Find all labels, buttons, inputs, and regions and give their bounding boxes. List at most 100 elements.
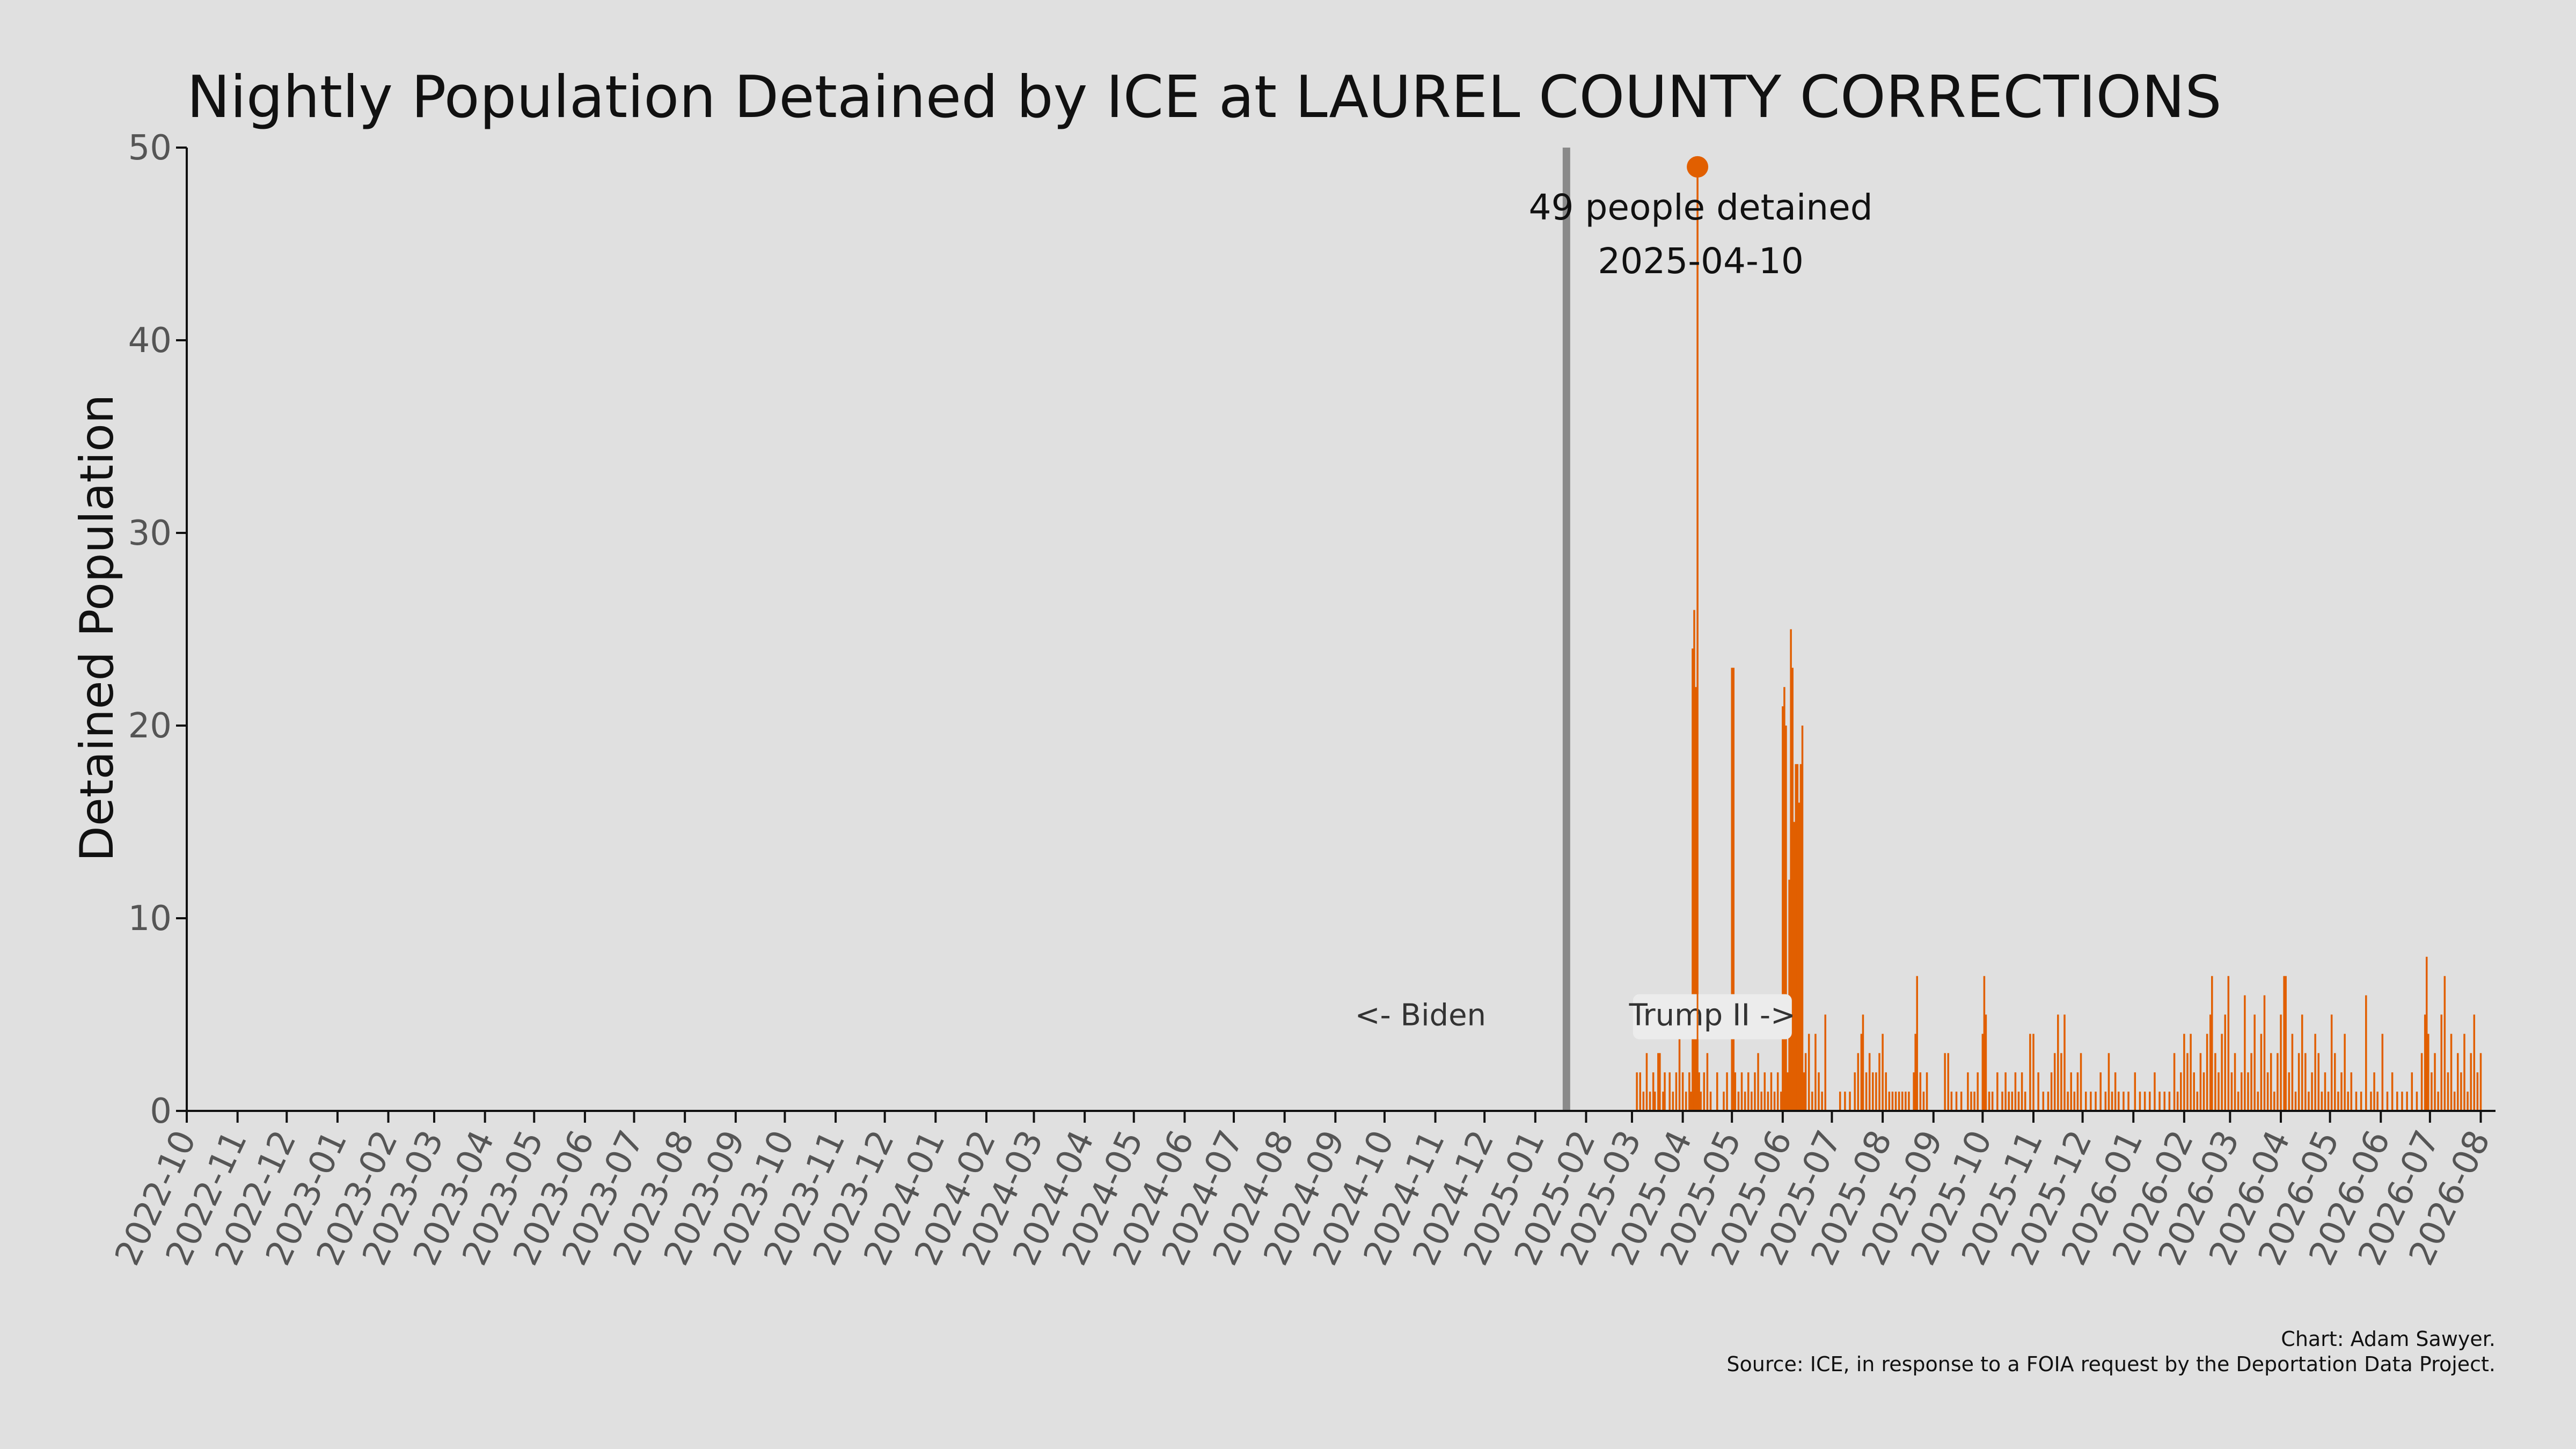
bar	[1868, 1053, 1871, 1111]
bar	[2099, 1072, 2102, 1111]
bar	[2214, 1053, 2216, 1111]
bar	[2021, 1072, 2023, 1111]
bar	[1844, 1092, 1846, 1111]
y-axis-label: Detained Population	[70, 394, 124, 862]
bar	[2440, 1014, 2442, 1111]
bar	[1770, 1072, 1773, 1111]
bar	[2042, 1092, 2045, 1111]
bar	[2257, 1092, 2259, 1111]
bar	[2114, 1072, 2117, 1111]
bar	[2453, 1092, 2456, 1111]
bar	[1726, 1072, 1728, 1111]
peak-label-count: 49 people detained	[1528, 187, 1872, 228]
bar	[1973, 1092, 1975, 1111]
bar	[1849, 1092, 1851, 1111]
bar	[2008, 1092, 2010, 1111]
bar	[2291, 1034, 2294, 1111]
bar	[2123, 1092, 2125, 1111]
bar	[2411, 1072, 2413, 1111]
bar	[1988, 1092, 1990, 1111]
bar	[2337, 1092, 2339, 1111]
bar	[1922, 1092, 1925, 1111]
bar	[1914, 1034, 1916, 1111]
bar	[2317, 1053, 2320, 1111]
bar	[1967, 1072, 1969, 1111]
bar	[1983, 976, 1986, 1111]
bar	[1659, 1053, 1661, 1111]
bar	[2032, 1034, 2035, 1111]
bar	[1773, 1092, 1776, 1111]
bar	[1854, 1072, 1856, 1111]
bar	[2431, 1072, 2433, 1111]
bar	[2365, 995, 2367, 1111]
bar	[1894, 1092, 1897, 1111]
bar	[1754, 1072, 1756, 1111]
bar	[1639, 1072, 1641, 1111]
peak-marker	[1687, 156, 1709, 178]
bar	[2370, 1092, 2372, 1111]
bar	[2476, 1072, 2479, 1111]
bar	[2314, 1034, 2316, 1111]
bar	[2070, 1072, 2072, 1111]
bar	[2266, 1072, 2269, 1111]
bar	[1688, 1072, 1690, 1111]
bar	[1814, 1034, 1817, 1111]
bar	[1642, 1092, 1645, 1111]
bar	[2437, 1092, 2439, 1111]
bar	[2237, 1092, 2240, 1111]
bar	[1747, 1072, 1750, 1111]
bar	[1723, 1092, 1725, 1111]
bars	[1636, 166, 2482, 1111]
bar	[1706, 1053, 1709, 1111]
bar	[1675, 1072, 1678, 1111]
bar	[2467, 1092, 2469, 1111]
bar	[1693, 610, 1695, 1111]
bar	[1803, 1072, 1805, 1111]
bar	[2247, 1072, 2249, 1111]
bar	[2424, 1014, 2426, 1111]
bar	[2473, 1014, 2476, 1111]
bar	[1811, 1092, 1813, 1111]
bar	[1681, 1072, 1684, 1111]
bar	[2001, 1092, 2003, 1111]
bar	[2196, 1092, 2199, 1111]
bar	[1901, 1092, 1904, 1111]
bar	[2037, 1072, 2039, 1111]
bar	[2053, 1053, 2056, 1111]
bar	[1919, 1072, 1922, 1111]
bar	[1913, 1072, 1915, 1111]
bar	[2250, 1053, 2252, 1111]
bar	[1744, 1092, 1746, 1111]
bar	[1801, 726, 1804, 1111]
bar	[2080, 1053, 2082, 1111]
bar	[2376, 1092, 2379, 1111]
bar	[1875, 1072, 1877, 1111]
bar	[2190, 1034, 2192, 1111]
bar	[2158, 1092, 2161, 1111]
bar	[1782, 706, 1784, 1111]
bar	[1804, 1053, 1807, 1111]
trump-label: Trump II ->	[1629, 998, 1796, 1033]
bar	[2180, 1072, 2182, 1111]
bar	[1793, 822, 1795, 1111]
bar	[2206, 1034, 2208, 1111]
bar	[1991, 1092, 1994, 1111]
bar	[1757, 1053, 1759, 1111]
bar	[1662, 1092, 1664, 1111]
bar	[2230, 1072, 2233, 1111]
bar	[2253, 1014, 2256, 1111]
bar	[1785, 726, 1787, 1111]
y-axis-ticks: 0 10 20 30 40 50	[128, 128, 187, 1131]
y-tick-label: 30	[128, 514, 172, 553]
bar	[1709, 1092, 1712, 1111]
bar	[2143, 1092, 2146, 1111]
bar	[2127, 1092, 2129, 1111]
bar	[2211, 976, 2213, 1111]
bar	[2381, 1034, 2384, 1111]
y-tick-label: 40	[128, 321, 172, 361]
bar	[2273, 1092, 2275, 1111]
bar	[1790, 629, 1792, 1111]
bar	[2134, 1072, 2136, 1111]
bar	[2324, 1072, 2326, 1111]
bar	[1636, 1072, 1638, 1111]
